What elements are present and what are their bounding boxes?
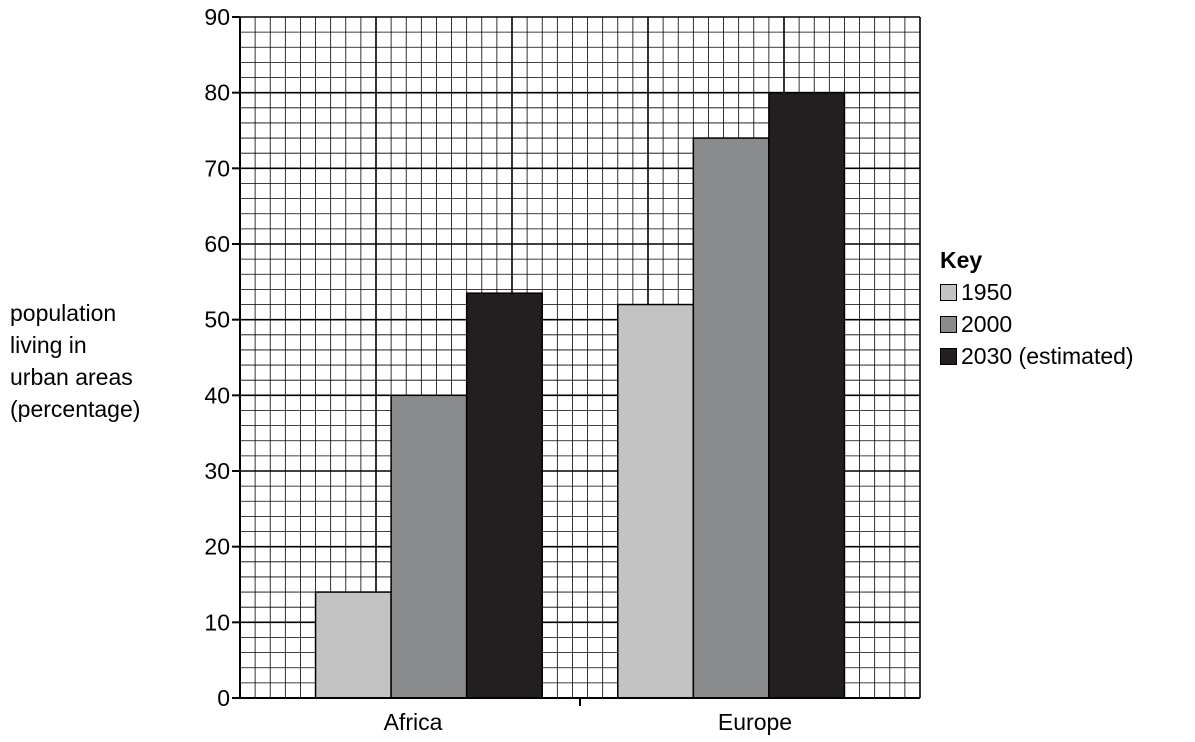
legend-label-1950: 1950: [961, 279, 1013, 305]
x-tick-label-africa: Africa: [384, 709, 443, 735]
y-tick-label: 20: [204, 534, 230, 560]
legend-title: Key: [940, 247, 983, 273]
legend-swatch-1950: [940, 283, 957, 301]
bars: [314, 91, 846, 699]
bar-europe-2030: [768, 91, 846, 699]
legend-label-2030: 2030 (estimated): [961, 343, 1134, 369]
y-tick-label: 30: [204, 458, 230, 484]
bar-africa-2000: [390, 394, 468, 699]
legend-swatch-2000: [940, 315, 957, 333]
bar-africa-1950: [314, 591, 392, 699]
y-tick-label: 50: [204, 307, 230, 333]
y-tick-label: 0: [217, 685, 230, 711]
x-tick-label-europe: Europe: [718, 709, 792, 735]
y-tick-label: 60: [204, 231, 230, 257]
bar-europe-2000: [692, 137, 770, 699]
legend: Key 1950 2000 2030 (estimated): [940, 244, 1134, 372]
y-axis-label-line: urban areas: [10, 364, 133, 390]
y-tick-label: 10: [204, 609, 230, 635]
legend-item-1950: 1950: [940, 276, 1134, 308]
y-axis-label-line: living in: [10, 332, 87, 358]
x-tick-labels: Africa Europe: [384, 698, 792, 735]
legend-swatch-2030: [940, 347, 957, 365]
y-tick-labels: 0 10 20 30 40 50 60 70 80 90: [204, 4, 240, 711]
y-tick-label: 80: [204, 80, 230, 106]
legend-label-2000: 2000: [961, 311, 1013, 337]
y-axis-label-line: population: [10, 300, 117, 326]
y-tick-label: 40: [204, 382, 230, 408]
legend-item-2030: 2030 (estimated): [940, 340, 1134, 372]
y-tick-label: 70: [204, 155, 230, 181]
bar-europe-1950: [617, 303, 695, 699]
y-tick-label: 90: [204, 4, 230, 30]
y-axis-label: population living in urban areas (percen…: [10, 297, 190, 425]
legend-item-2000: 2000: [940, 308, 1134, 340]
y-axis-label-line: (percentage): [10, 396, 141, 422]
bar-africa-2030: [465, 292, 543, 699]
